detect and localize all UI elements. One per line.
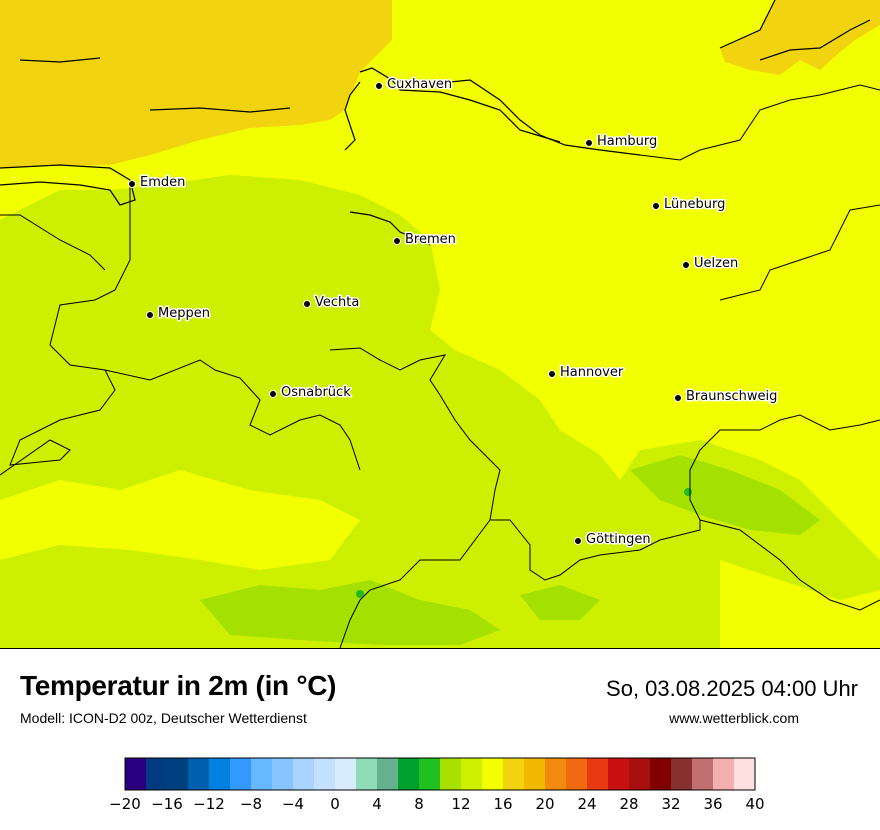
city-osnabrueck: Osnabrück bbox=[269, 384, 353, 402]
state-borders bbox=[0, 84, 880, 648]
colorbar-tick-label: 28 bbox=[619, 795, 638, 813]
colorbar-swatch bbox=[314, 758, 336, 790]
colorbar-tick-label: 16 bbox=[493, 795, 512, 813]
colorbar-swatch bbox=[650, 758, 672, 790]
temperature-map: Cuxhaven Hamburg Emden Lüneburg Bremen U… bbox=[0, 0, 880, 649]
colorbar-tick-label: −20 bbox=[110, 795, 141, 813]
website-link[interactable]: www.wetterblick.com bbox=[669, 710, 799, 726]
colorbar-swatch bbox=[461, 758, 483, 790]
north-sea bbox=[0, 0, 392, 168]
cold-patch-harz bbox=[630, 455, 820, 535]
svg-text:Meppen: Meppen bbox=[158, 306, 210, 321]
city-goettingen: Göttingen bbox=[574, 531, 652, 549]
svg-text:Uelzen: Uelzen bbox=[694, 256, 738, 271]
map-title: Temperatur in 2m (in °C) bbox=[20, 670, 337, 701]
colorbar-tick-label: −8 bbox=[240, 795, 262, 813]
colorbar-swatch bbox=[356, 758, 378, 790]
temperature-colorbar: −20 −16 −12 −8 −4 0 4 8 12 16 20 24 28 32 36 40 bbox=[110, 757, 765, 813]
colorbar-tick-label: 0 bbox=[330, 795, 340, 813]
colorbar-swatch bbox=[419, 758, 441, 790]
city-hannover: Hannover bbox=[548, 364, 625, 382]
coastlines bbox=[0, 0, 871, 246]
colorbar-tick-label: −12 bbox=[193, 795, 225, 813]
svg-text:Cuxhaven: Cuxhaven bbox=[387, 77, 452, 92]
colorbar-swatch bbox=[146, 758, 168, 790]
colorbar-swatch bbox=[671, 758, 693, 790]
city-meppen: Meppen bbox=[146, 305, 211, 323]
colorbar-swatch bbox=[335, 758, 357, 790]
warm-patch-east bbox=[720, 560, 880, 648]
colorbar-tick-label: 20 bbox=[535, 795, 554, 813]
colorbar-swatch bbox=[734, 758, 756, 790]
cold-spot bbox=[356, 590, 364, 598]
forecast-datetime: So, 03.08.2025 04:00 Uhr bbox=[606, 676, 858, 701]
model-info: Modell: ICON-D2 00z, Deutscher Wetterdie… bbox=[20, 710, 307, 726]
cold-spot bbox=[684, 488, 692, 496]
colorbar-swatch bbox=[629, 758, 651, 790]
svg-text:Göttingen: Göttingen bbox=[586, 532, 651, 547]
city-emden: Emden bbox=[128, 174, 187, 192]
city-vechta: Vechta bbox=[303, 294, 361, 312]
colorbar-swatch bbox=[167, 758, 189, 790]
colorbar-swatch bbox=[209, 758, 231, 790]
colorbar-swatch bbox=[566, 758, 588, 790]
svg-text:Hannover: Hannover bbox=[560, 365, 624, 380]
city-braunschweig: Braunschweig bbox=[674, 388, 779, 406]
colorbar-tick-label: 40 bbox=[745, 795, 764, 813]
colorbar-tick-label: 24 bbox=[577, 795, 596, 813]
colorbar-swatch bbox=[713, 758, 735, 790]
colorbar-swatch bbox=[188, 758, 210, 790]
colorbar-swatch bbox=[125, 758, 147, 790]
svg-text:Lüneburg: Lüneburg bbox=[664, 197, 725, 212]
colorbar-swatch bbox=[503, 758, 525, 790]
city-hamburg: Hamburg bbox=[585, 133, 659, 151]
baltic-sea bbox=[720, 0, 880, 75]
colorbar-tick-label: 32 bbox=[661, 795, 680, 813]
svg-text:Osnabrück: Osnabrück bbox=[281, 385, 351, 400]
colorbar-swatch bbox=[524, 758, 546, 790]
colorbar-swatch bbox=[608, 758, 630, 790]
warm-patch bbox=[0, 470, 360, 570]
city-markers: Cuxhaven Hamburg Emden Lüneburg Bremen U… bbox=[128, 76, 779, 549]
colorbar-tick-label: −4 bbox=[282, 795, 304, 813]
svg-text:Bremen: Bremen bbox=[405, 232, 456, 247]
city-lueneburg: Lüneburg bbox=[652, 196, 727, 214]
colorbar-swatch bbox=[440, 758, 462, 790]
svg-text:Braunschweig: Braunschweig bbox=[686, 389, 777, 404]
colorbar-swatch bbox=[251, 758, 273, 790]
colorbar-swatch bbox=[692, 758, 714, 790]
colorbar-swatch bbox=[230, 758, 252, 790]
svg-text:Vechta: Vechta bbox=[315, 295, 359, 310]
svg-text:Hamburg: Hamburg bbox=[597, 134, 657, 149]
colorbar-tick-label: −16 bbox=[151, 795, 183, 813]
colorbar-swatches bbox=[125, 758, 756, 790]
colorbar-tick-label: 4 bbox=[372, 795, 382, 813]
colorbar-frame bbox=[124, 757, 756, 791]
colorbar-swatch bbox=[482, 758, 504, 790]
colorbar-ticks: −20 −16 −12 −8 −4 0 4 8 12 16 20 24 28 32 36 40 bbox=[110, 795, 765, 813]
colorbar-tick-label: 8 bbox=[414, 795, 424, 813]
colorbar-swatch bbox=[293, 758, 315, 790]
cold-patch-south bbox=[200, 580, 500, 645]
city-cuxhaven: Cuxhaven bbox=[375, 76, 454, 94]
colorbar-swatch bbox=[545, 758, 567, 790]
colorbar-swatch bbox=[377, 758, 399, 790]
city-uelzen: Uelzen bbox=[682, 255, 740, 273]
colorbar-swatch bbox=[272, 758, 294, 790]
city-bremen: Bremen bbox=[393, 231, 457, 249]
cold-patch-small bbox=[520, 585, 600, 620]
colorbar-swatch bbox=[398, 758, 420, 790]
svg-text:Emden: Emden bbox=[140, 175, 185, 190]
colorbar-swatch bbox=[587, 758, 609, 790]
colorbar-tick-label: 12 bbox=[451, 795, 470, 813]
colorbar-tick-label: 36 bbox=[703, 795, 722, 813]
